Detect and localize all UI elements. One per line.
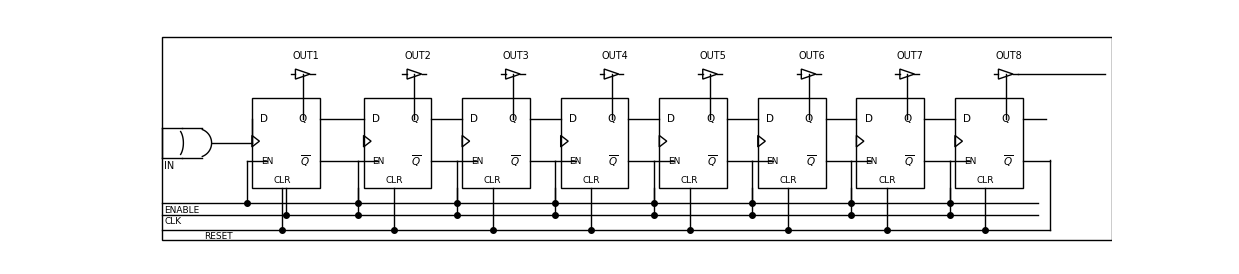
Text: Q: Q — [509, 114, 517, 124]
Bar — [955, 98, 1022, 189]
Text: CLR: CLR — [681, 176, 699, 185]
Bar — [252, 98, 320, 189]
Bar — [659, 98, 727, 189]
Text: $\overline{Q}$: $\overline{Q}$ — [300, 153, 310, 169]
Text: EN: EN — [471, 157, 483, 166]
Text: EN: EN — [570, 157, 582, 166]
Text: OUT7: OUT7 — [897, 51, 924, 61]
Text: Q: Q — [410, 114, 419, 124]
Text: CLR: CLR — [274, 176, 291, 185]
Text: $\overline{Q}$: $\overline{Q}$ — [1002, 153, 1012, 169]
Text: CLR: CLR — [976, 176, 994, 185]
Text: CLR: CLR — [582, 176, 600, 185]
Text: OUT4: OUT4 — [601, 51, 628, 61]
Text: OUT2: OUT2 — [404, 51, 431, 61]
Text: EN: EN — [260, 157, 273, 166]
Text: $\overline{Q}$: $\overline{Q}$ — [805, 153, 815, 169]
Text: EN: EN — [372, 157, 384, 166]
Text: $\overline{Q}$: $\overline{Q}$ — [510, 153, 520, 169]
Text: CLR: CLR — [484, 176, 502, 185]
Bar — [758, 98, 825, 189]
Text: D: D — [471, 114, 478, 124]
Text: IN: IN — [164, 161, 175, 171]
Text: OUT5: OUT5 — [700, 51, 726, 61]
Text: CLK: CLK — [164, 217, 181, 226]
Text: D: D — [668, 114, 675, 124]
Text: OUT1: OUT1 — [292, 51, 320, 61]
Text: D: D — [963, 114, 971, 124]
Text: $\overline{Q}$: $\overline{Q}$ — [904, 153, 914, 169]
Text: CLR: CLR — [385, 176, 403, 185]
Text: Q: Q — [299, 114, 307, 124]
Text: $\overline{Q}$: $\overline{Q}$ — [608, 153, 618, 169]
Bar — [363, 98, 431, 189]
Text: D: D — [569, 114, 577, 124]
Text: EN: EN — [964, 157, 976, 166]
Text: D: D — [260, 114, 268, 124]
Text: D: D — [865, 114, 872, 124]
Text: EN: EN — [865, 157, 877, 166]
Text: Q: Q — [1001, 114, 1010, 124]
Bar — [561, 98, 628, 189]
Text: D: D — [766, 114, 774, 124]
Bar — [462, 98, 530, 189]
Text: Q: Q — [607, 114, 616, 124]
Text: Q: Q — [804, 114, 813, 124]
Text: D: D — [372, 114, 380, 124]
Text: Q: Q — [706, 114, 714, 124]
Text: $\overline{Q}$: $\overline{Q}$ — [411, 153, 421, 169]
Text: EN: EN — [668, 157, 680, 166]
Bar — [856, 98, 924, 189]
Text: OUT8: OUT8 — [995, 51, 1022, 61]
Text: EN: EN — [767, 157, 779, 166]
Text: CLR: CLR — [779, 176, 797, 185]
Text: OUT6: OUT6 — [798, 51, 825, 61]
Text: $\overline{Q}$: $\overline{Q}$ — [707, 153, 717, 169]
Text: RESET: RESET — [204, 232, 233, 241]
Text: ENABLE: ENABLE — [164, 206, 199, 215]
Text: Q: Q — [903, 114, 912, 124]
Text: OUT3: OUT3 — [503, 51, 529, 61]
Text: CLR: CLR — [878, 176, 896, 185]
